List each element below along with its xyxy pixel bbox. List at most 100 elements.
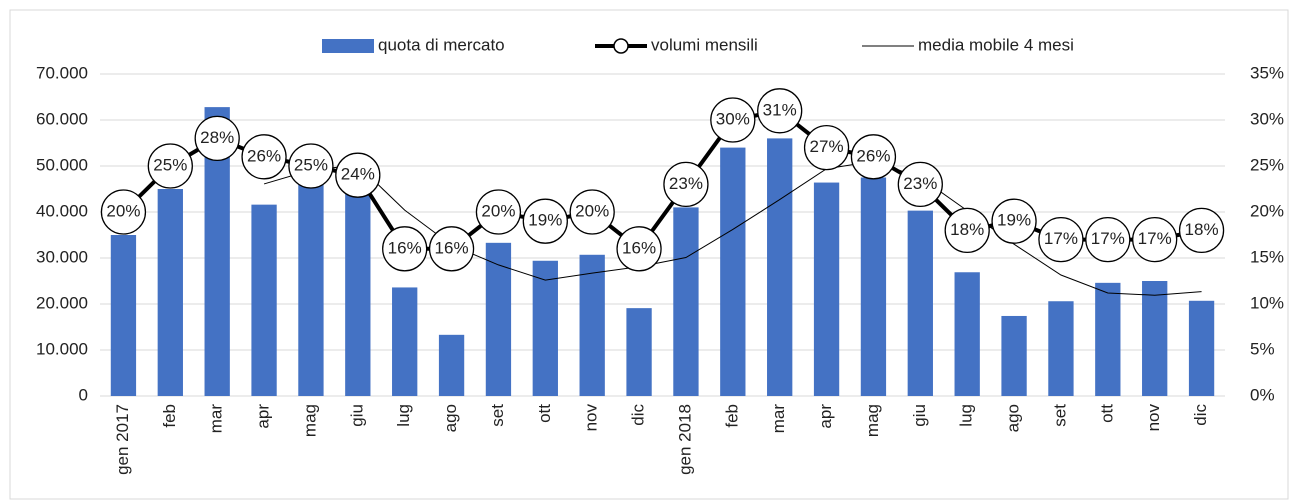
x-tick-label: set — [488, 404, 507, 427]
marker — [475, 189, 522, 235]
bar — [907, 210, 933, 396]
x-tick-label: dic — [629, 404, 648, 426]
marker — [288, 143, 334, 189]
marker — [1178, 207, 1225, 254]
x-tick-label: dic — [1191, 404, 1210, 426]
bar — [813, 182, 840, 396]
bar — [251, 204, 277, 396]
bar — [860, 177, 887, 396]
marker — [803, 124, 850, 171]
x-tick-label: ago — [441, 404, 460, 432]
bar — [110, 235, 137, 396]
data-label: 19% — [997, 211, 1031, 230]
marker — [944, 207, 990, 254]
x-tick-label: ago — [1004, 404, 1023, 432]
data-label: 20% — [481, 201, 515, 220]
data-label: 26% — [856, 146, 890, 165]
y2-tick-label: 15% — [1250, 247, 1284, 266]
x-tick-label: feb — [160, 404, 179, 428]
x-tick-label: nov — [582, 404, 601, 432]
y2-tick-label: 0% — [1250, 385, 1275, 404]
y2-tick-label: 35% — [1250, 63, 1284, 82]
data-label: 20% — [575, 201, 609, 220]
marker — [991, 198, 1037, 244]
marker — [850, 134, 897, 180]
data-label: 30% — [716, 109, 750, 128]
x-tick-label: apr — [254, 404, 273, 429]
data-label: 18% — [1185, 220, 1219, 239]
marker — [663, 161, 709, 208]
data-label: 25% — [153, 155, 187, 174]
x-tick-label: ott — [535, 404, 554, 423]
bar — [1142, 281, 1168, 396]
x-tick-label: gen 2017 — [113, 404, 132, 475]
x-tick-label: mar — [769, 404, 788, 434]
y-tick-label: 40.000 — [36, 201, 88, 220]
data-label: 19% — [528, 211, 562, 230]
bar — [438, 334, 465, 396]
marker — [428, 226, 475, 272]
marker — [382, 226, 428, 272]
x-tick-label: mag — [300, 404, 319, 437]
x-tick-label: mag — [863, 404, 882, 437]
x-tick-label: lug — [957, 404, 976, 427]
bar — [579, 254, 605, 396]
x-tick-label: mar — [207, 404, 226, 434]
legend-label: quota di mercato — [378, 35, 505, 54]
y2-tick-label: 30% — [1250, 109, 1284, 128]
legend-swatch — [322, 39, 374, 53]
bar — [157, 189, 183, 396]
data-label: 17% — [1138, 229, 1172, 248]
x-tick-label: nov — [1144, 404, 1163, 432]
bar — [298, 179, 324, 396]
marker — [757, 88, 803, 134]
bar — [1188, 300, 1215, 396]
legend-marker — [613, 38, 629, 54]
x-tick-label: giu — [347, 404, 366, 427]
y2-tick-label: 10% — [1250, 293, 1284, 312]
marker — [1085, 216, 1131, 263]
data-label: 18% — [950, 220, 984, 239]
bar — [392, 287, 418, 396]
marker — [522, 198, 568, 244]
data-label: 25% — [294, 155, 328, 174]
y-tick-label: 70.000 — [36, 63, 88, 82]
bar — [485, 242, 512, 396]
x-tick-label: feb — [722, 404, 741, 428]
x-tick-label: gen 2018 — [675, 404, 694, 475]
bar — [1001, 315, 1027, 396]
marker — [1038, 216, 1084, 263]
bar — [954, 272, 980, 396]
data-label: 17% — [1044, 229, 1078, 248]
y2-tick-label: 5% — [1250, 339, 1275, 358]
y-tick-label: 60.000 — [36, 109, 88, 128]
bar — [345, 193, 371, 396]
data-label: 23% — [669, 174, 703, 193]
y-tick-label: 10.000 — [36, 339, 88, 358]
y-tick-label: 0 — [79, 385, 88, 404]
marker — [616, 226, 662, 272]
data-label: 27% — [810, 137, 844, 156]
data-label: 16% — [622, 238, 656, 257]
bar — [767, 138, 793, 396]
bar — [1095, 282, 1121, 396]
marker — [147, 143, 193, 189]
data-label: 28% — [200, 128, 234, 147]
y-tick-label: 20.000 — [36, 293, 88, 312]
y-tick-label: 30.000 — [36, 247, 88, 266]
y2-tick-label: 25% — [1250, 155, 1284, 174]
marker — [569, 189, 615, 235]
data-label: 20% — [106, 201, 140, 220]
x-tick-label: apr — [816, 404, 835, 429]
bar — [626, 308, 652, 396]
legend-label: media mobile 4 mesi — [918, 35, 1074, 54]
bar — [1048, 301, 1074, 396]
legend-label: volumi mensili — [651, 35, 758, 54]
data-label: 23% — [903, 174, 937, 193]
x-tick-label: set — [1050, 404, 1069, 427]
marker — [1132, 216, 1178, 263]
marker — [194, 115, 240, 162]
data-label: 17% — [1091, 229, 1125, 248]
y-tick-label: 50.000 — [36, 155, 88, 174]
